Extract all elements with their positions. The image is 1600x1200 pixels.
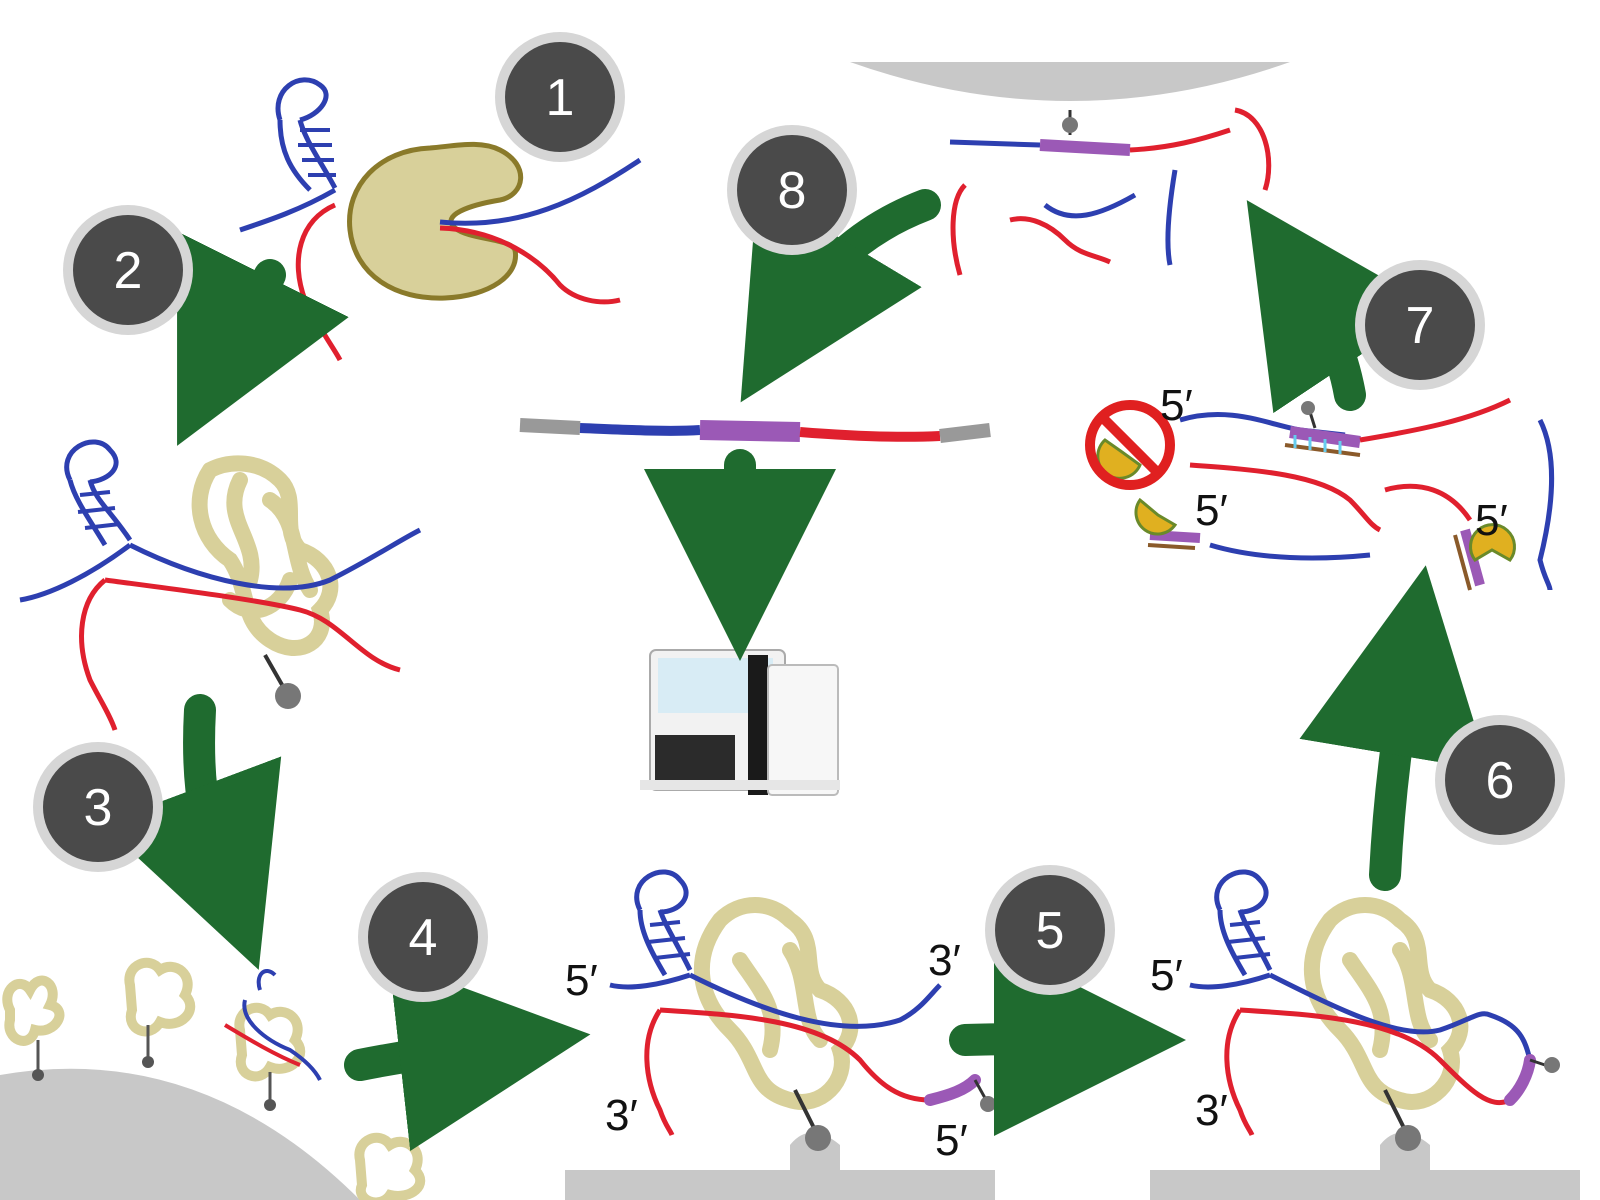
svg-text:4: 4 (409, 909, 438, 967)
panel-5 (1189, 869, 1560, 1151)
panel-7 (949, 107, 1272, 276)
sequencer-icon (640, 649, 840, 796)
bottom-right-bead (1150, 1170, 1580, 1200)
end-label: 5′ (1150, 951, 1183, 1000)
svg-text:1: 1 (546, 69, 575, 127)
end-label: 5′ (935, 1116, 968, 1165)
library-construct (519, 418, 991, 443)
arrow-7-to-8 (740, 188, 941, 403)
arrow-6-to-7 (1246, 200, 1434, 414)
bottom-left-bead (0, 1068, 360, 1200)
step-badge: 6 (1435, 715, 1565, 845)
end-label: 3′ (928, 936, 961, 985)
step-badge: 4 (358, 872, 488, 1002)
svg-text:2: 2 (114, 242, 143, 300)
svg-text:5: 5 (1036, 902, 1065, 960)
step-badge: 1 (495, 32, 625, 162)
end-label: 5′ (565, 956, 598, 1005)
panel-4 (609, 869, 996, 1151)
end-label: 5′ (1475, 496, 1508, 545)
step-badge: 5 (985, 865, 1115, 995)
top-bead (850, 62, 1290, 101)
end-label: 5′ (1195, 486, 1228, 535)
svg-text:8: 8 (778, 162, 807, 220)
step-badges: 1 2 3 4 5 6 7 8 (33, 32, 1565, 1002)
arrow-5-to-6 (1299, 565, 1489, 891)
svg-text:3: 3 (84, 779, 113, 837)
prohibition-icon (1085, 400, 1175, 490)
end-label: 3′ (605, 1091, 638, 1140)
svg-text:6: 6 (1486, 752, 1515, 810)
arrow-1-to-2 (177, 231, 349, 446)
panel-2 (19, 439, 422, 731)
protein-tangle-2 (191, 455, 339, 657)
exonuclease-icon (1096, 438, 1516, 562)
step-badge: 7 (1355, 260, 1485, 390)
arrow-3-to-4 (344, 960, 591, 1152)
step-badge: 3 (33, 742, 163, 872)
bottom-middle-bead (565, 1170, 995, 1200)
end-label: 5′ (1160, 381, 1193, 430)
step-badge: 2 (63, 205, 193, 335)
step-badge: 8 (727, 125, 857, 255)
end-labels: 5′ 3′ 3′ 5′ 5′ 3′ 5′ 5′ 5′ (565, 381, 1508, 1165)
arrows (101, 188, 1489, 1152)
end-label: 3′ (1195, 1086, 1228, 1135)
arrow-2-to-3 (101, 694, 282, 970)
arrow-4-to-5 (949, 943, 1186, 1136)
svg-text:7: 7 (1406, 297, 1435, 355)
